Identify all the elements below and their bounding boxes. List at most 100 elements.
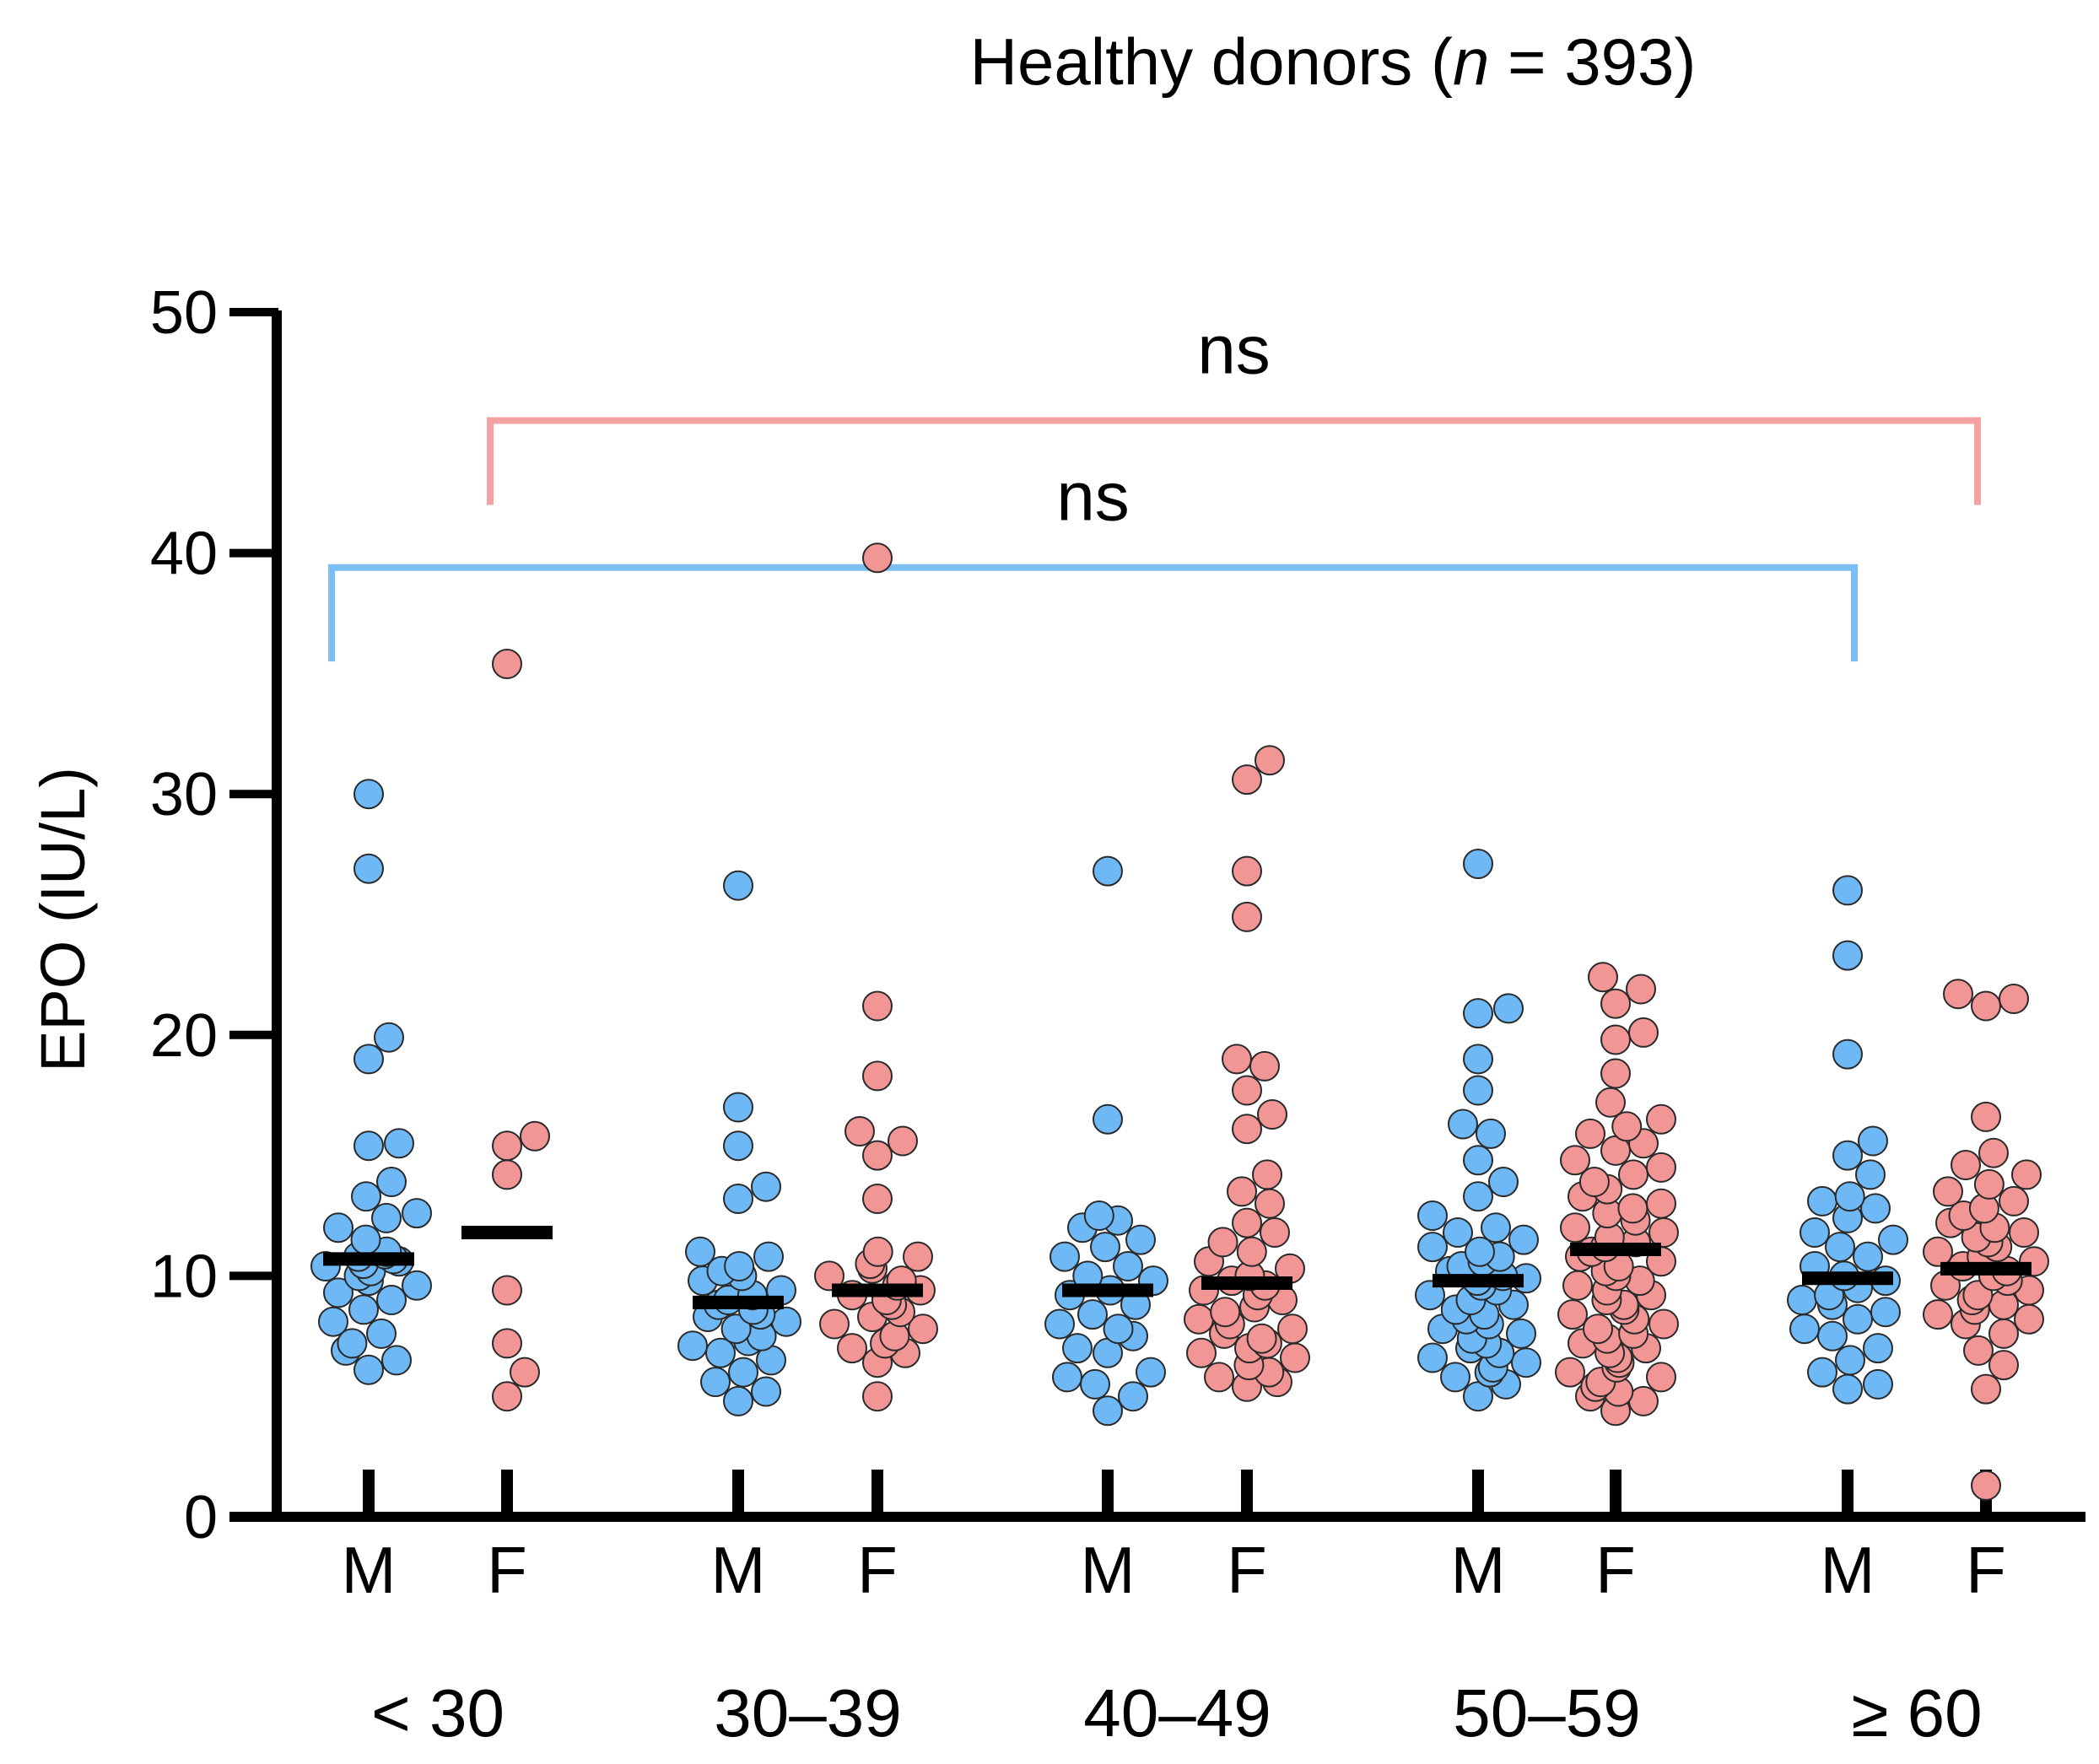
point-m-ge-60 <box>1859 1127 1887 1156</box>
point-f-lt-30 <box>493 1276 521 1305</box>
y-tick-label: 30 <box>150 761 218 828</box>
point-m-50-59 <box>1418 1344 1447 1373</box>
y-tick-label: 10 <box>150 1243 218 1310</box>
point-m-lt-30 <box>377 1168 406 1196</box>
point-f-ge-60 <box>1975 1170 2004 1199</box>
point-m-ge-60 <box>1800 1218 1829 1247</box>
point-m-40-49 <box>1093 1396 1122 1425</box>
point-m-lt-30 <box>354 780 383 808</box>
point-f-ge-60 <box>1944 979 1972 1008</box>
point-m-lt-30 <box>354 1044 383 1073</box>
point-f-lt-30 <box>510 1358 539 1387</box>
point-m-ge-60 <box>1836 1182 1864 1211</box>
point-m-ge-60 <box>1833 941 1862 970</box>
significance-bracket-f <box>490 421 1978 505</box>
point-f-50-59 <box>1601 1026 1630 1055</box>
point-m-30-39 <box>724 871 753 900</box>
point-m-ge-60 <box>1871 1297 1900 1326</box>
sex-label-f: F <box>1227 1533 1267 1607</box>
brackets-layer: nsns <box>332 312 1978 662</box>
point-m-40-49 <box>1081 1370 1109 1399</box>
point-f-40-49 <box>1253 1160 1282 1189</box>
point-m-40-49 <box>1104 1314 1133 1343</box>
point-f-50-59 <box>1629 1018 1658 1047</box>
sex-label-f: F <box>857 1533 898 1607</box>
point-m-50-59 <box>1418 1201 1447 1230</box>
point-m-lt-30 <box>382 1346 411 1374</box>
point-f-lt-30 <box>493 1329 521 1357</box>
point-f-ge-60 <box>1972 1471 2000 1500</box>
medians-layer <box>323 1233 2032 1303</box>
point-f-40-49 <box>1233 903 1261 931</box>
point-f-50-59 <box>1576 1119 1605 1148</box>
point-m-50-59 <box>1449 1110 1477 1139</box>
point-m-30-39 <box>752 1378 780 1406</box>
point-m-ge-60 <box>1790 1314 1819 1343</box>
point-m-50-59 <box>1512 1348 1541 1377</box>
point-m-ge-60 <box>1856 1160 1885 1189</box>
sex-label-m: M <box>1451 1533 1506 1607</box>
point-f-50-59 <box>1561 1213 1589 1242</box>
point-m-50-59 <box>1476 1119 1505 1148</box>
y-axis-label: EPO (IU/L) <box>28 767 98 1072</box>
point-f-40-49 <box>1278 1314 1307 1343</box>
point-f-40-49 <box>1233 765 1261 794</box>
point-f-40-49 <box>1233 857 1261 886</box>
point-f-50-59 <box>1596 1088 1625 1117</box>
sex-label-m: M <box>1081 1533 1136 1607</box>
point-m-50-59 <box>1464 999 1492 1028</box>
point-f-30-39 <box>888 1127 917 1156</box>
point-m-30-39 <box>724 1093 753 1122</box>
age-group-label-50-59: 50–59 <box>1453 1675 1640 1751</box>
point-m-lt-30 <box>402 1199 431 1227</box>
point-f-ge-60 <box>1972 1103 2000 1131</box>
point-m-lt-30 <box>349 1295 378 1324</box>
significance-label-f: ns <box>1197 312 1271 389</box>
sex-label-f: F <box>1966 1533 2006 1607</box>
point-m-ge-60 <box>1833 1375 1862 1404</box>
point-m-ge-60 <box>1826 1233 1854 1261</box>
point-f-50-59 <box>1627 975 1655 1004</box>
point-m-ge-60 <box>1853 1243 1882 1271</box>
point-f-ge-60 <box>1989 1319 2018 1348</box>
point-m-50-59 <box>1441 1362 1470 1391</box>
point-m-50-59 <box>1507 1319 1535 1348</box>
point-m-40-49 <box>1053 1362 1082 1391</box>
point-f-50-59 <box>1556 1358 1584 1387</box>
point-f-50-59 <box>1601 1060 1630 1088</box>
point-m-ge-60 <box>1818 1322 1847 1351</box>
point-f-40-49 <box>1187 1339 1216 1368</box>
point-f-40-49 <box>1258 1100 1287 1129</box>
point-f-30-39 <box>863 1382 892 1411</box>
point-m-lt-30 <box>354 1356 383 1384</box>
point-f-30-39 <box>820 1310 849 1339</box>
point-f-50-59 <box>1618 1194 1647 1222</box>
point-f-40-49 <box>1233 1209 1261 1238</box>
point-f-50-59 <box>1647 1105 1675 1134</box>
point-f-40-49 <box>1209 1227 1238 1256</box>
point-m-30-39 <box>772 1308 801 1336</box>
point-f-40-49 <box>1233 1114 1261 1143</box>
point-f-50-59 <box>1563 1271 1592 1300</box>
point-f-ge-60 <box>1999 1187 2028 1216</box>
point-f-ge-60 <box>1924 1300 1952 1329</box>
point-m-50-59 <box>1464 1044 1492 1073</box>
point-f-ge-60 <box>1979 1139 2008 1168</box>
point-f-30-39 <box>863 543 892 572</box>
point-m-50-59 <box>1464 1076 1492 1105</box>
point-m-50-59 <box>1481 1213 1510 1242</box>
point-m-30-39 <box>725 1252 753 1281</box>
point-f-30-39 <box>864 1238 893 1266</box>
point-f-50-59 <box>1647 1189 1675 1218</box>
point-f-50-59 <box>1584 1314 1612 1343</box>
point-m-50-59 <box>1418 1233 1447 1261</box>
point-m-50-59 <box>1464 1182 1492 1211</box>
point-f-50-59 <box>1561 1146 1589 1174</box>
title-n: n <box>1453 24 1489 99</box>
point-f-40-49 <box>1228 1177 1256 1206</box>
point-f-30-39 <box>863 1184 892 1213</box>
point-f-40-49 <box>1222 1044 1251 1073</box>
point-m-50-59 <box>1443 1218 1472 1247</box>
point-f-40-49 <box>1260 1218 1289 1247</box>
age-group-label-ge-60: ≥ 60 <box>1851 1675 1982 1751</box>
